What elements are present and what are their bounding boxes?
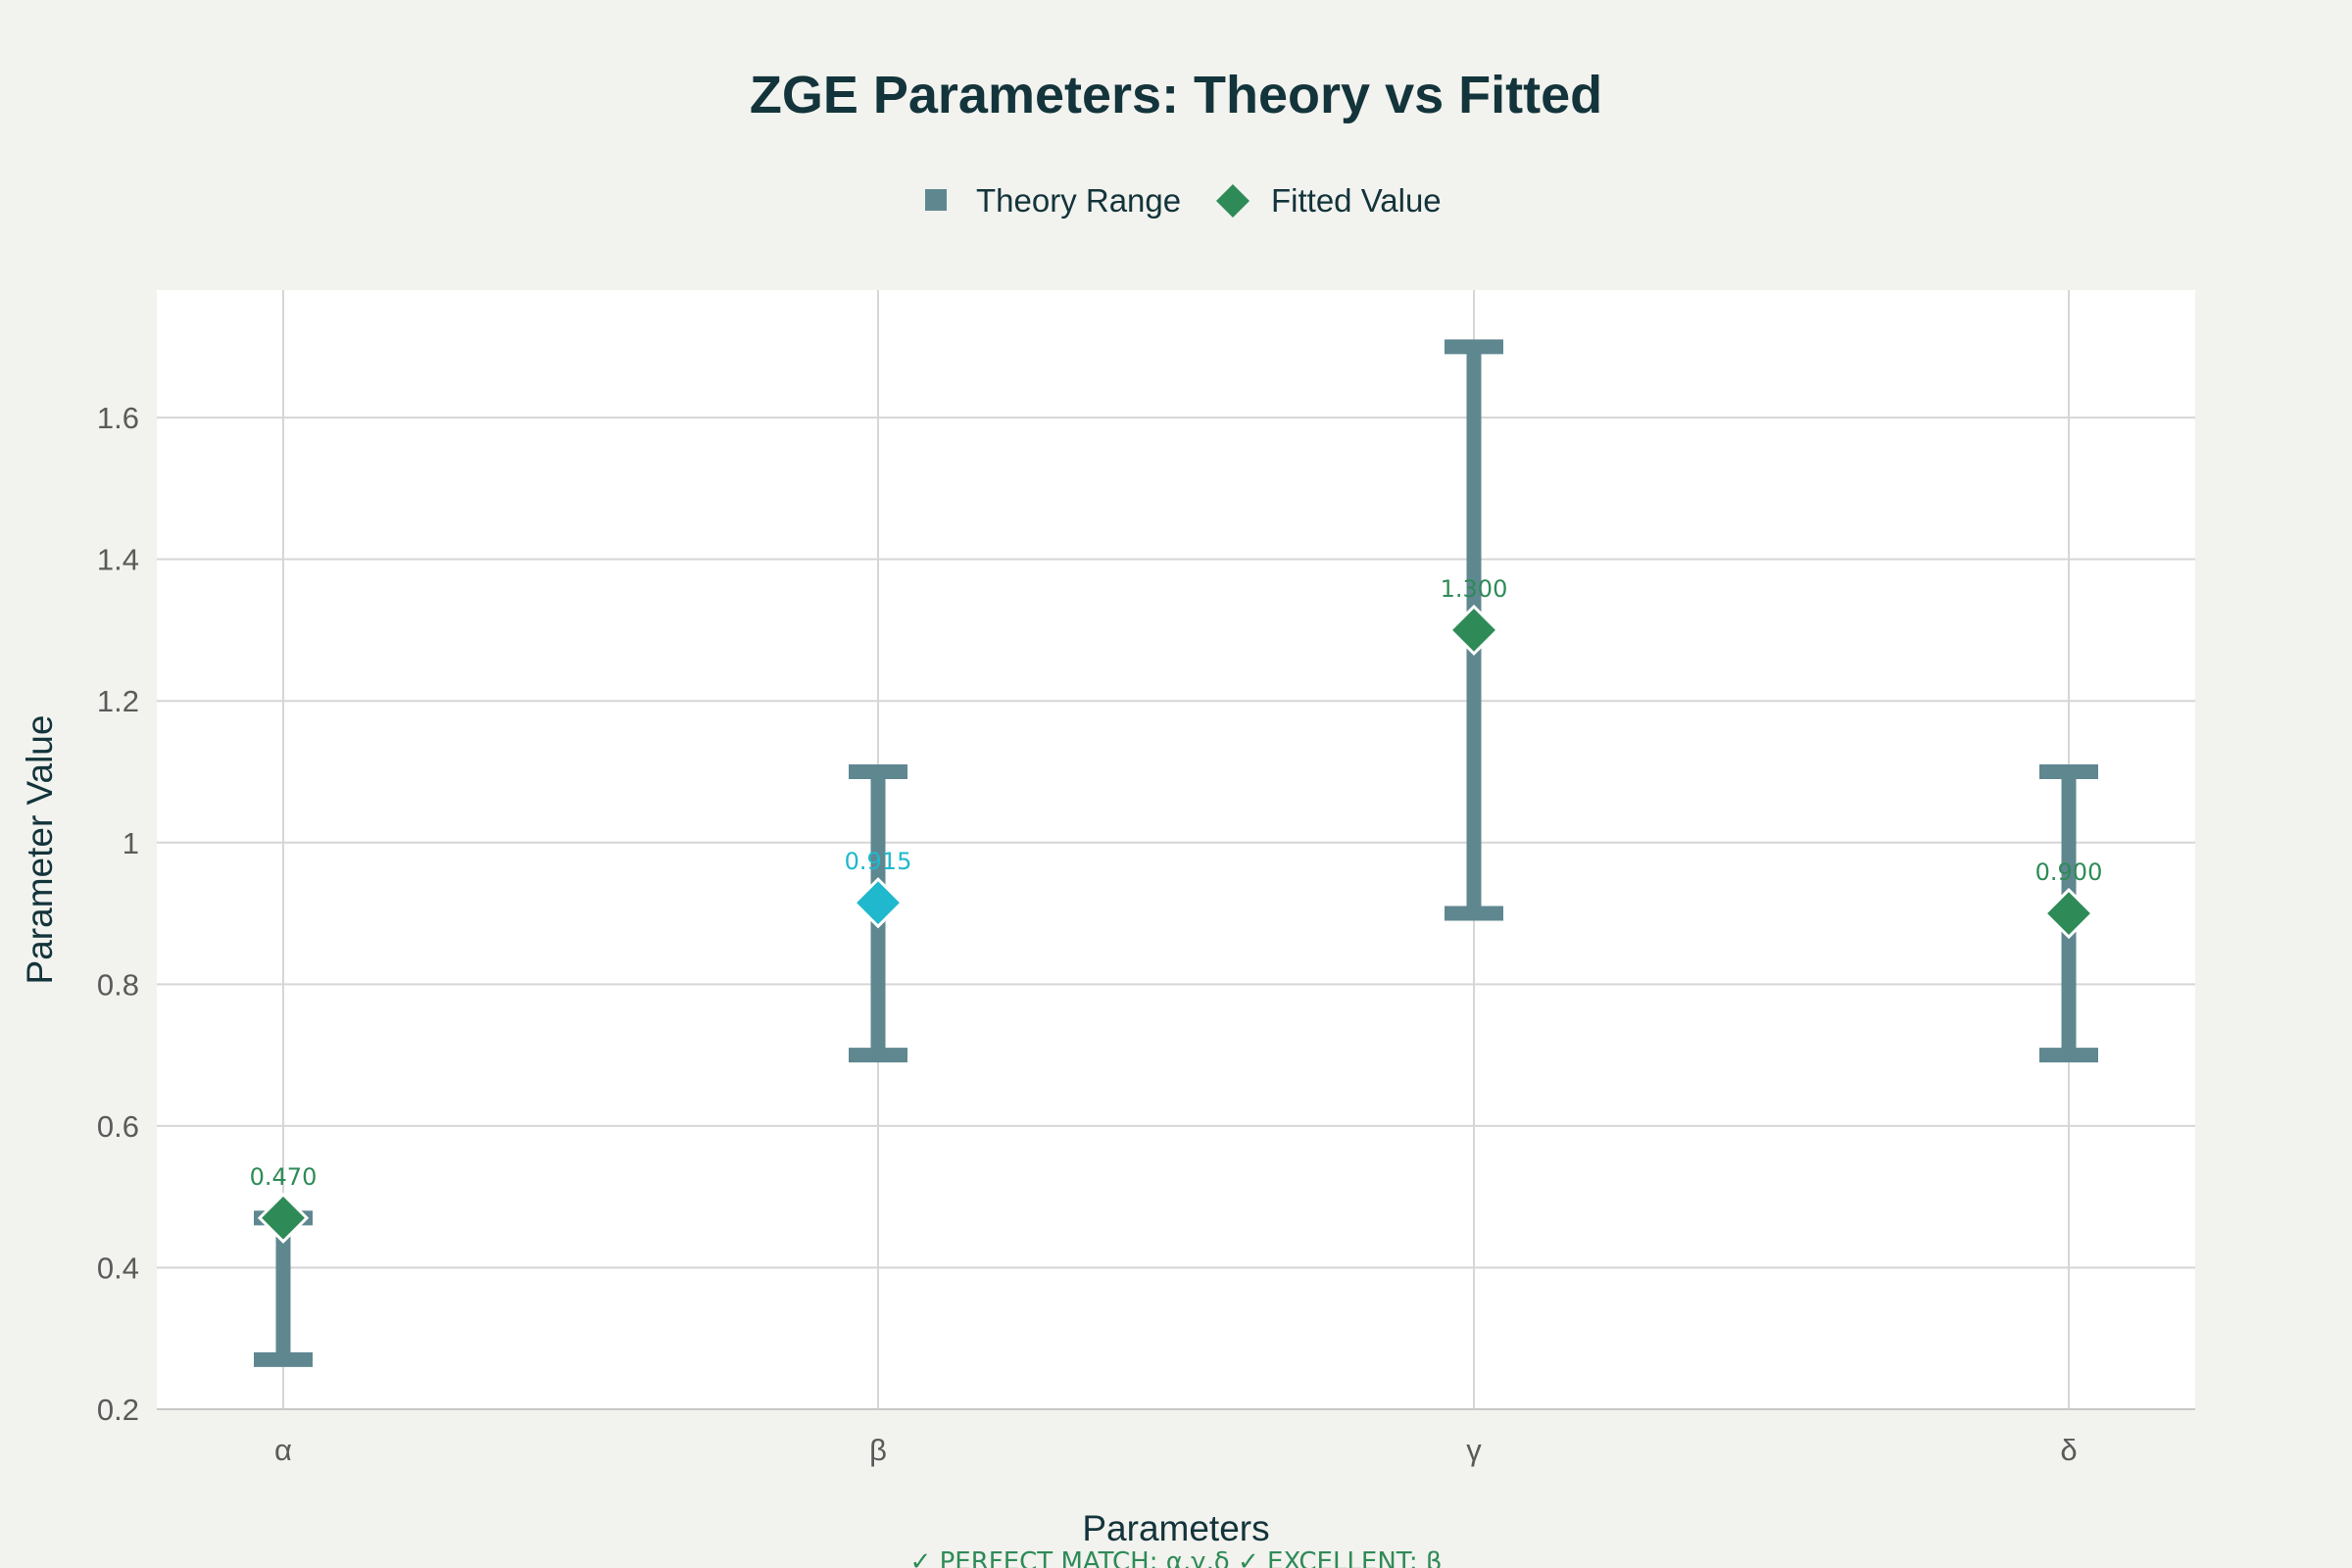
fitted-value-point[interactable] [257, 1192, 310, 1244]
x-axis-ticks: α β γ δ [274, 1433, 2078, 1467]
plot-area [157, 290, 2195, 1409]
fitted-value-label: 0.900 [2035, 858, 2103, 886]
y-axis-ticks: 0.2 0.4 0.6 0.8 1 1.2 1.4 1.6 [97, 401, 139, 1427]
legend-square-icon [925, 189, 947, 211]
legend-label-fitted-value: Fitted Value [1271, 182, 1442, 219]
fitted-value-point[interactable] [1447, 604, 1500, 657]
y-axis-title: Parameter Value [20, 715, 60, 985]
legend-item-fitted-value[interactable]: Fitted Value [1216, 182, 1442, 219]
x-tick-label: α [274, 1433, 292, 1467]
fitted-value-label: 0.915 [845, 848, 912, 875]
y-tick-label: 1.4 [97, 543, 139, 577]
fitted-value-point[interactable] [2042, 887, 2095, 940]
legend-diamond-icon [1216, 184, 1250, 218]
fitted-value-label: 1.300 [1441, 575, 1508, 603]
legend-label-theory-range: Theory Range [976, 182, 1181, 219]
y-tick-label: 1.2 [97, 684, 139, 718]
fitted-value-point[interactable] [852, 877, 905, 929]
legend-item-theory-range[interactable]: Theory Range [925, 182, 1181, 219]
fitted-value-series: 0.470 0.915 1.300 0.900 [250, 575, 2103, 1244]
chart-title: ZGE Parameters: Theory vs Fitted [750, 66, 1602, 124]
x-tick-label: δ [2060, 1433, 2077, 1467]
fitted-value-label: 0.470 [250, 1163, 318, 1191]
legend: Theory Range Fitted Value [925, 182, 1442, 219]
match-annotation: ✓ PERFECT MATCH: α,γ,δ ✓ EXCELLENT: β [910, 1547, 1443, 1568]
y-tick-label: 1.6 [97, 401, 139, 435]
y-tick-label: 0.6 [97, 1109, 139, 1144]
x-tick-label: β [869, 1433, 887, 1467]
y-tick-label: 0.4 [97, 1250, 139, 1285]
y-tick-label: 1 [122, 826, 139, 860]
x-tick-label: γ [1466, 1433, 1482, 1467]
x-axis-title: Parameters [1082, 1508, 1269, 1548]
y-tick-label: 0.2 [97, 1393, 139, 1427]
y-tick-label: 0.8 [97, 967, 139, 1002]
